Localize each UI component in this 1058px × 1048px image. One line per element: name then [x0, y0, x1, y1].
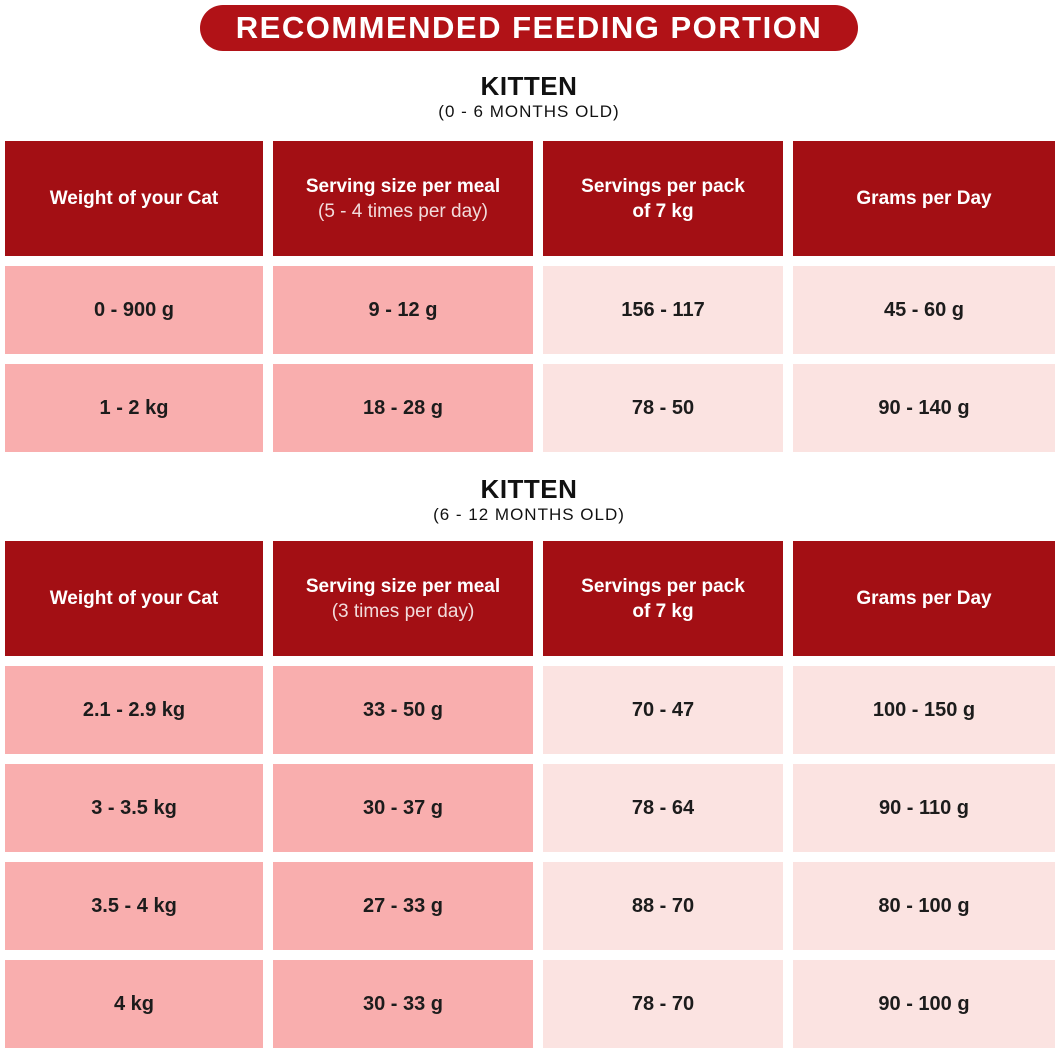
table-cell: 156 - 117 [543, 266, 783, 354]
section-subheading: (6 - 12 MONTHS OLD) [433, 505, 625, 524]
table-cell: 9 - 12 g [273, 266, 533, 354]
table-cell: 78 - 50 [543, 364, 783, 452]
table-cell: 88 - 70 [543, 862, 783, 950]
table-cell: 30 - 37 g [273, 764, 533, 852]
kitten-0-6-section: KITTEN (0 - 6 MONTHS OLD) Weight of your… [0, 71, 1058, 452]
table-cell: 33 - 50 g [273, 666, 533, 754]
table-cell: 70 - 47 [543, 666, 783, 754]
column-title: Grams per Day [856, 188, 992, 209]
column-title: Servings per pack [581, 575, 745, 597]
header-cell-servings-per-pack: Servings per pack of 7 kg [543, 141, 783, 256]
column-title: Serving size per meal [305, 175, 501, 197]
table-cell: 0 - 900 g [5, 266, 263, 354]
section-heading: KITTEN [480, 71, 578, 101]
column-title: Grams per Day [856, 588, 992, 609]
column-title: Weight of your Cat [49, 188, 219, 209]
feeding-table-0-6: Weight of your Cat Serving size per meal… [5, 141, 1055, 452]
banner-title: RECOMMENDED FEEDING PORTION [235, 10, 823, 45]
table-cell: 3.5 - 4 kg [5, 862, 263, 950]
table-cell: 1 - 2 kg [5, 364, 263, 452]
table-cell: 78 - 70 [543, 960, 783, 1048]
column-title: Servings per pack [581, 175, 745, 197]
header-cell-servings-per-pack: Servings per pack of 7 kg [543, 541, 783, 656]
header-cell-grams-per-day: Grams per Day [793, 541, 1055, 656]
table-cell: 18 - 28 g [273, 364, 533, 452]
column-title: Weight of your Cat [49, 588, 219, 609]
table-cell: 100 - 150 g [793, 666, 1055, 754]
banner-wrap: RECOMMENDED FEEDING PORTION [0, 0, 1058, 51]
header-cell-serving-size: Serving size per meal (3 times per day) [273, 541, 533, 656]
section-heading: KITTEN [480, 474, 578, 504]
table-cell: 90 - 140 g [793, 364, 1055, 452]
table-cell: 78 - 64 [543, 764, 783, 852]
table-cell: 2.1 - 2.9 kg [5, 666, 263, 754]
header-cell-weight: Weight of your Cat [5, 541, 263, 656]
table-cell: 90 - 100 g [793, 960, 1055, 1048]
kitten-6-12-section: KITTEN (6 - 12 MONTHS OLD) Weight of you… [0, 474, 1058, 1048]
column-title-line2: of 7 kg [632, 600, 694, 622]
column-subtitle: (3 times per day) [331, 600, 475, 622]
table-cell: 45 - 60 g [793, 266, 1055, 354]
table-cell: 4 kg [5, 960, 263, 1048]
table-cell: 3 - 3.5 kg [5, 764, 263, 852]
table-cell: 80 - 100 g [793, 862, 1055, 950]
table-cell: 90 - 110 g [793, 764, 1055, 852]
feeding-table-6-12: Weight of your Cat Serving size per meal… [5, 541, 1055, 1048]
header-cell-grams-per-day: Grams per Day [793, 141, 1055, 256]
banner: RECOMMENDED FEEDING PORTION [199, 5, 859, 51]
column-subtitle: (5 - 4 times per day) [318, 200, 488, 222]
header-cell-weight: Weight of your Cat [5, 141, 263, 256]
table-cell: 30 - 33 g [273, 960, 533, 1048]
table-cell: 27 - 33 g [273, 862, 533, 950]
column-title: Serving size per meal [305, 575, 501, 597]
header-cell-serving-size: Serving size per meal (5 - 4 times per d… [273, 141, 533, 256]
section-subheading: (0 - 6 MONTHS OLD) [438, 102, 620, 121]
column-title-line2: of 7 kg [632, 200, 694, 222]
